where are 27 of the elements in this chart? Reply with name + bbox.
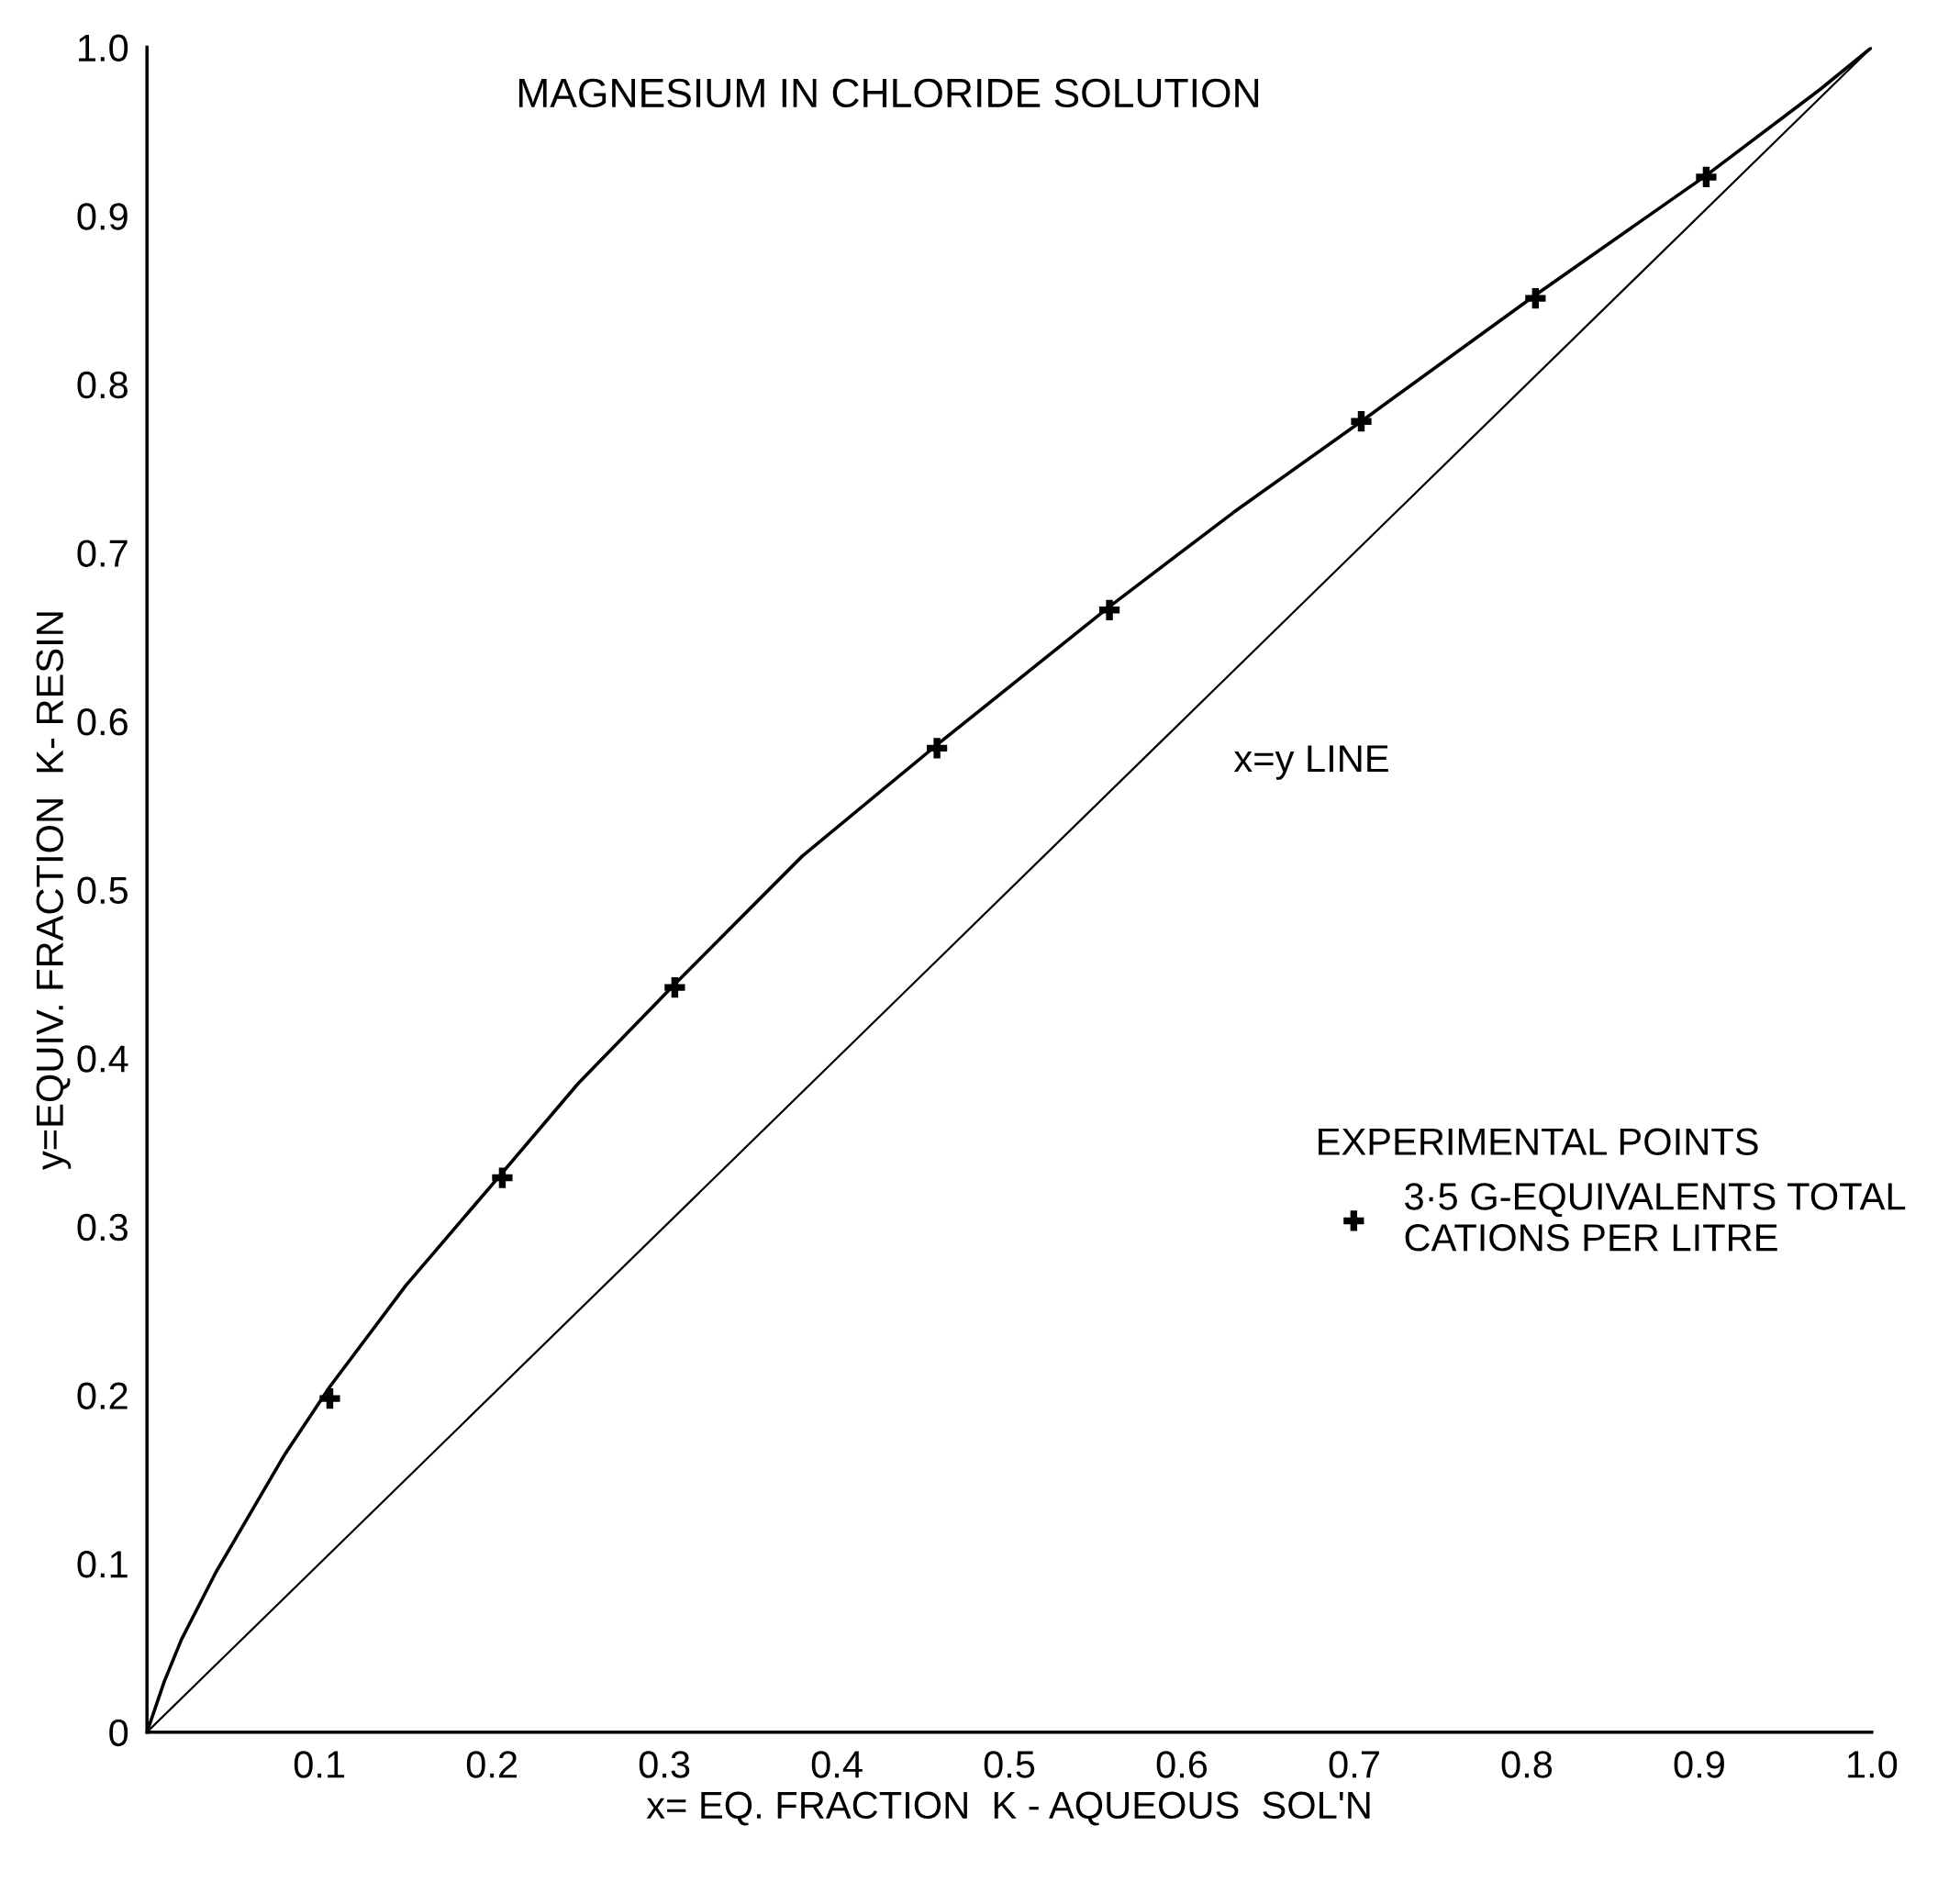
x-tick-label: 0.2 [466,1751,518,1778]
y-tick-label: 0.7 [77,540,128,567]
x-axis-title: x= EQ. FRACTION K - AQUEOUS SOL'N [646,1791,1370,1826]
y-tick-label: 0.3 [77,1213,128,1242]
y-tick-label: 0 [109,1719,128,1747]
x-tick-label: 0.6 [1156,1751,1208,1778]
y-tick-label: 0.4 [77,1045,128,1073]
y-tick-label: 0.9 [77,203,128,230]
x-tick-label: 0.5 [984,1751,1035,1778]
x-tick-label: 0.4 [811,1751,863,1778]
legend-label: 3·5 G-EQUIVALENTS TOTAL CATIONS PER LITRE [1405,1183,1906,1252]
y-tick-label: 0.1 [77,1551,128,1578]
x-tick-label: 0.1 [294,1751,345,1778]
y-axis-title: y=EQUIV. FRACTION K- RESIN [36,612,72,1170]
legend-title: EXPERIMENTAL POINTS [1319,1128,1758,1156]
y-tick-label: 0.2 [77,1382,128,1409]
series-label: x=y LINE [1233,745,1388,780]
x-tick-label: 0.3 [639,1751,690,1778]
y-tick-label: 0.6 [77,708,128,736]
x-tick-label: 0.7 [1329,1751,1379,1778]
x-tick-label: 1.0 [1848,1751,1898,1778]
y-tick-label: 0.8 [77,371,128,399]
x-tick-label: 0.8 [1501,1751,1553,1778]
y-tick-label: 1.0 [79,34,128,62]
y-tick-label: 0.5 [77,876,128,905]
text: MAGNESIUM IN CHLORIDE SOLUTION [518,78,1259,108]
x-tick-label: 0.9 [1674,1751,1724,1778]
